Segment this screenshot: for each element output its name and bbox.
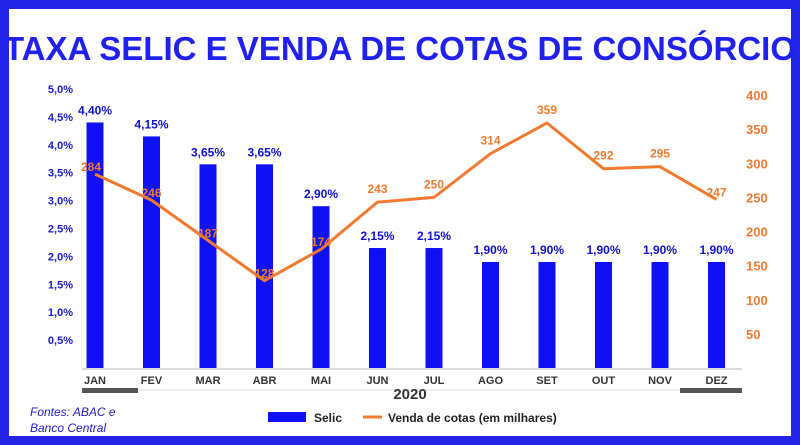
x-tick-label: JUL (424, 375, 445, 387)
chart-title: TAXA SELIC E VENDA DE COTAS DE CONSÓRCIO (4, 30, 796, 67)
right-tick-label: 150 (746, 259, 768, 274)
x-tick-label: JAN (84, 375, 106, 387)
left-tick-label: 2,5% (48, 224, 73, 236)
selic-bar (199, 164, 217, 368)
left-tick-label: 1,0% (48, 307, 73, 319)
selic-bar-label: 2,90% (304, 187, 338, 201)
sales-line-label: 243 (367, 182, 387, 196)
left-tick-label: 3,5% (48, 168, 73, 180)
selic-bar (86, 122, 104, 368)
selic-bar (651, 261, 669, 368)
selic-bar (482, 261, 499, 368)
sales-line-label: 246 (141, 186, 161, 200)
selic-bar-label: 1,90% (530, 243, 564, 257)
selic-bar (256, 164, 273, 368)
x-tick-label: FEV (141, 375, 163, 387)
selic-bar-label: 1,90% (473, 243, 507, 257)
source-line-2: Banco Central (30, 421, 107, 435)
x-tick-label: JUN (366, 375, 388, 387)
left-tick-label: 4,5% (48, 112, 73, 124)
sales-line-label: 314 (480, 134, 500, 148)
selic-bar (708, 261, 725, 368)
left-tick-label: 2,0% (48, 251, 73, 263)
left-tick-label: 1,5% (48, 279, 73, 291)
selic-bars (86, 122, 725, 368)
sales-line-label: 284 (81, 160, 101, 174)
selic-bar-label: 4,40% (78, 103, 112, 117)
selic-bar-label: 2,15% (417, 229, 451, 243)
sales-line-label: 292 (593, 149, 613, 163)
left-tick-label: 0,5% (48, 335, 73, 347)
right-tick-label: 300 (746, 156, 768, 171)
sales-line-label: 359 (537, 103, 557, 117)
selic-bar (538, 261, 556, 368)
year-band-right (680, 388, 742, 393)
selic-bar-label: 4,15% (134, 117, 168, 131)
sales-line-label: 174 (311, 235, 331, 249)
source-line-1: Fontes: ABAC e (30, 405, 116, 419)
x-tick-label: ABR (253, 375, 277, 387)
sales-line-label: 247 (706, 185, 726, 199)
selic-bar-label: 2,15% (360, 229, 394, 243)
right-tick-label: 350 (746, 122, 768, 137)
selic-bar (143, 136, 160, 368)
left-tick-label: 4,0% (48, 140, 73, 152)
selic-bar (312, 206, 330, 368)
year-band-left (82, 388, 138, 393)
sales-line-labels: 284 246 187 128 174 243 250 314 359 292 295 247 (81, 103, 727, 281)
source-note: Fontes: ABAC e Banco Central (30, 404, 140, 436)
x-tick-label: DEZ (706, 375, 728, 387)
sales-line-label: 128 (254, 267, 274, 281)
left-axis: 0,5% 1,0% 1,5% 2,0% 2,5% 3,0% 3,5% 4,0% 4,5% 5,0% (48, 84, 73, 347)
x-tick-label: AGO (478, 375, 504, 387)
right-tick-label: 50 (746, 327, 760, 342)
right-tick-label: 250 (746, 190, 768, 205)
sales-line-layer (94, 121, 718, 283)
right-axis: 50 100 150 200 250 300 350 400 (746, 88, 768, 342)
x-tick-label: MAR (195, 375, 220, 387)
selic-bar-label: 3,65% (247, 145, 281, 159)
right-tick-label: 200 (746, 225, 768, 240)
right-tick-label: 100 (746, 293, 768, 308)
legend-selic-swatch (268, 412, 306, 422)
legend-sales-label: Venda de cotas (em milhares) (388, 411, 557, 425)
x-axis: JAN FEV MAR ABR MAI JUN JUL AGO SET OUT NOV DEZ 2020 (82, 368, 742, 403)
x-tick-label: NOV (648, 375, 673, 387)
x-tick-label: OUT (592, 375, 616, 387)
left-tick-label: 3,0% (48, 196, 73, 208)
selic-bar-label: 1,90% (699, 243, 733, 257)
x-tick-label: MAI (311, 375, 331, 387)
legend: Selic Venda de cotas (em milhares) (268, 411, 557, 425)
selic-bar (595, 261, 612, 368)
x-group-label: 2020 (393, 386, 426, 403)
x-tick-label: SET (536, 375, 558, 387)
selic-bar (425, 248, 443, 368)
right-tick-label: 400 (746, 88, 768, 103)
selic-bar (369, 248, 386, 368)
sales-line (94, 121, 718, 283)
selic-bar-labels: 4,40% 4,15% 3,65% 3,65% 2,90% 2,15% 2,15% 1,90%… (78, 103, 734, 256)
sales-line-label: 187 (198, 226, 218, 240)
sales-line-label: 250 (424, 177, 444, 191)
selic-bar-label: 1,90% (586, 243, 620, 257)
selic-bar-label: 1,90% (643, 243, 677, 257)
sales-line-label: 295 (650, 147, 670, 161)
left-tick-label: 5,0% (48, 84, 73, 96)
selic-bar-label: 3,65% (191, 145, 225, 159)
legend-selic-label: Selic (314, 411, 342, 425)
